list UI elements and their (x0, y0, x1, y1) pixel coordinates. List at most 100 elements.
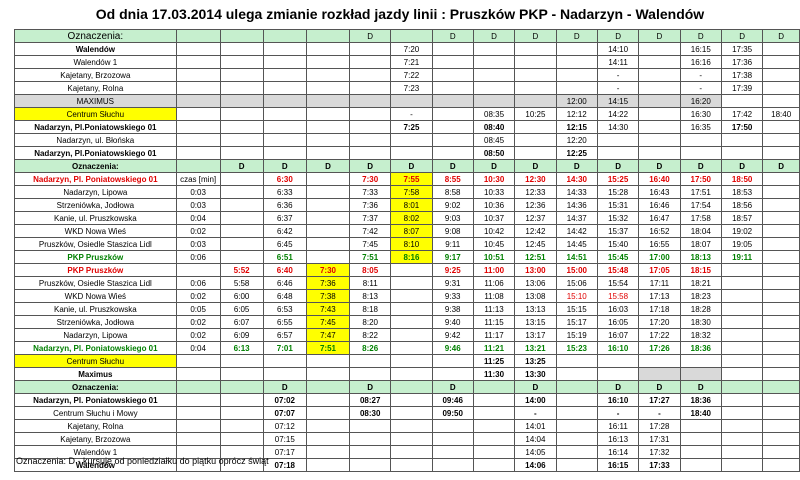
time-cell: 9:11 (431, 237, 474, 251)
time-cell: 6:13 (219, 341, 264, 355)
time-cell: 13:25 (514, 354, 557, 368)
time-cell: 07:12 (262, 419, 307, 433)
time-cell (472, 94, 516, 108)
time-cell: 7:43 (305, 302, 351, 316)
time-cell (305, 445, 351, 459)
time-cell (762, 328, 800, 342)
time-cell: D (514, 159, 557, 173)
time-cell (262, 42, 307, 56)
time-cell: 19:02 (720, 224, 764, 238)
time-cell (219, 55, 264, 69)
time-cell: D (514, 29, 557, 43)
time-cell: 15:32 (596, 211, 640, 225)
time-cell: 7:30 (349, 172, 392, 186)
time-cell: 17:13 (638, 289, 681, 303)
time-cell (262, 81, 307, 95)
time-cell: 6:37 (262, 211, 307, 225)
stop-name-cell: Maximus (14, 367, 177, 381)
time-cell (390, 276, 433, 290)
time-cell (390, 146, 433, 160)
time-cell: 17:00 (638, 250, 681, 264)
stop-name-cell: Nadarzyn, Pl. Poniatowskiego 01 (14, 172, 177, 186)
time-cell (762, 315, 800, 329)
time-cell: 7:20 (390, 42, 433, 56)
travel-time-cell (175, 68, 221, 82)
time-cell (390, 458, 433, 472)
time-cell (390, 419, 433, 433)
travel-time-cell (175, 263, 221, 277)
time-cell: 17:50 (720, 120, 764, 134)
time-cell: 17:05 (638, 263, 681, 277)
time-cell: 18:53 (720, 185, 764, 199)
time-cell (349, 445, 392, 459)
time-cell: 11:08 (472, 289, 516, 303)
time-cell: 08:45 (472, 133, 516, 147)
time-cell: 7:51 (349, 250, 392, 264)
time-cell: 18:36 (679, 393, 722, 407)
time-cell (305, 81, 351, 95)
time-cell (720, 289, 764, 303)
time-cell: D (555, 159, 598, 173)
time-cell: 18:13 (679, 250, 722, 264)
time-cell: 9:31 (431, 276, 474, 290)
stop-name-cell: Walendów (14, 42, 177, 56)
time-cell (219, 432, 264, 446)
travel-time-cell (175, 393, 221, 407)
time-cell (762, 237, 800, 251)
stop-name-cell: WKD Nowa Wieś (14, 289, 177, 303)
time-cell (219, 367, 264, 381)
time-cell: 7:51 (305, 341, 351, 355)
time-cell: 16:15 (596, 458, 640, 472)
time-cell: 7:55 (390, 172, 433, 186)
time-cell: 6:40 (262, 263, 307, 277)
time-cell (262, 354, 307, 368)
table-row: Kajetany, Brzozowa 07:15 14:04 16:13 17:31 (14, 432, 800, 446)
time-cell: 12:30 (514, 172, 557, 186)
time-cell (431, 458, 474, 472)
time-cell (390, 445, 433, 459)
time-cell: 6:09 (219, 328, 264, 342)
time-cell: - (514, 406, 557, 420)
time-cell: 8:05 (349, 263, 392, 277)
time-cell (679, 133, 722, 147)
time-cell (720, 393, 764, 407)
time-cell (262, 55, 307, 69)
time-cell: 8:11 (349, 276, 392, 290)
time-cell (219, 29, 264, 43)
time-cell: 18:56 (720, 198, 764, 212)
time-cell (390, 133, 433, 147)
time-cell (219, 42, 264, 56)
time-cell (390, 354, 433, 368)
time-cell: 15:06 (555, 276, 598, 290)
table-row: Nadarzyn, Pl. Poniatowskiego 01 czas [min… (14, 172, 800, 186)
time-cell (175, 380, 221, 394)
travel-time-cell: 0:02 (175, 328, 221, 342)
time-cell (219, 393, 264, 407)
table-row: Kanie, ul. Pruszkowska 0:05 6:05 6:53 7:43 8:… (14, 302, 800, 316)
time-cell: 7:30 (305, 263, 351, 277)
time-cell: 7:01 (262, 341, 307, 355)
time-cell: D (762, 29, 800, 43)
time-cell: D (472, 159, 516, 173)
time-cell (720, 341, 764, 355)
time-cell (638, 354, 681, 368)
time-cell: D (472, 29, 516, 43)
time-cell: 17:50 (679, 172, 722, 186)
time-cell (305, 172, 351, 186)
time-cell (305, 406, 351, 420)
time-cell: 17:54 (679, 198, 722, 212)
time-cell: 12:20 (555, 133, 598, 147)
time-cell: 16:15 (679, 42, 722, 56)
time-cell (431, 94, 474, 108)
time-cell: 14:05 (514, 445, 557, 459)
time-cell (219, 185, 264, 199)
time-cell: 10:30 (472, 172, 516, 186)
time-cell (596, 367, 640, 381)
time-cell (762, 120, 800, 134)
time-cell: 14:15 (596, 94, 640, 108)
time-cell (305, 133, 351, 147)
time-cell: D (219, 159, 264, 173)
time-cell (762, 354, 800, 368)
time-cell (679, 419, 722, 433)
time-cell (305, 393, 351, 407)
